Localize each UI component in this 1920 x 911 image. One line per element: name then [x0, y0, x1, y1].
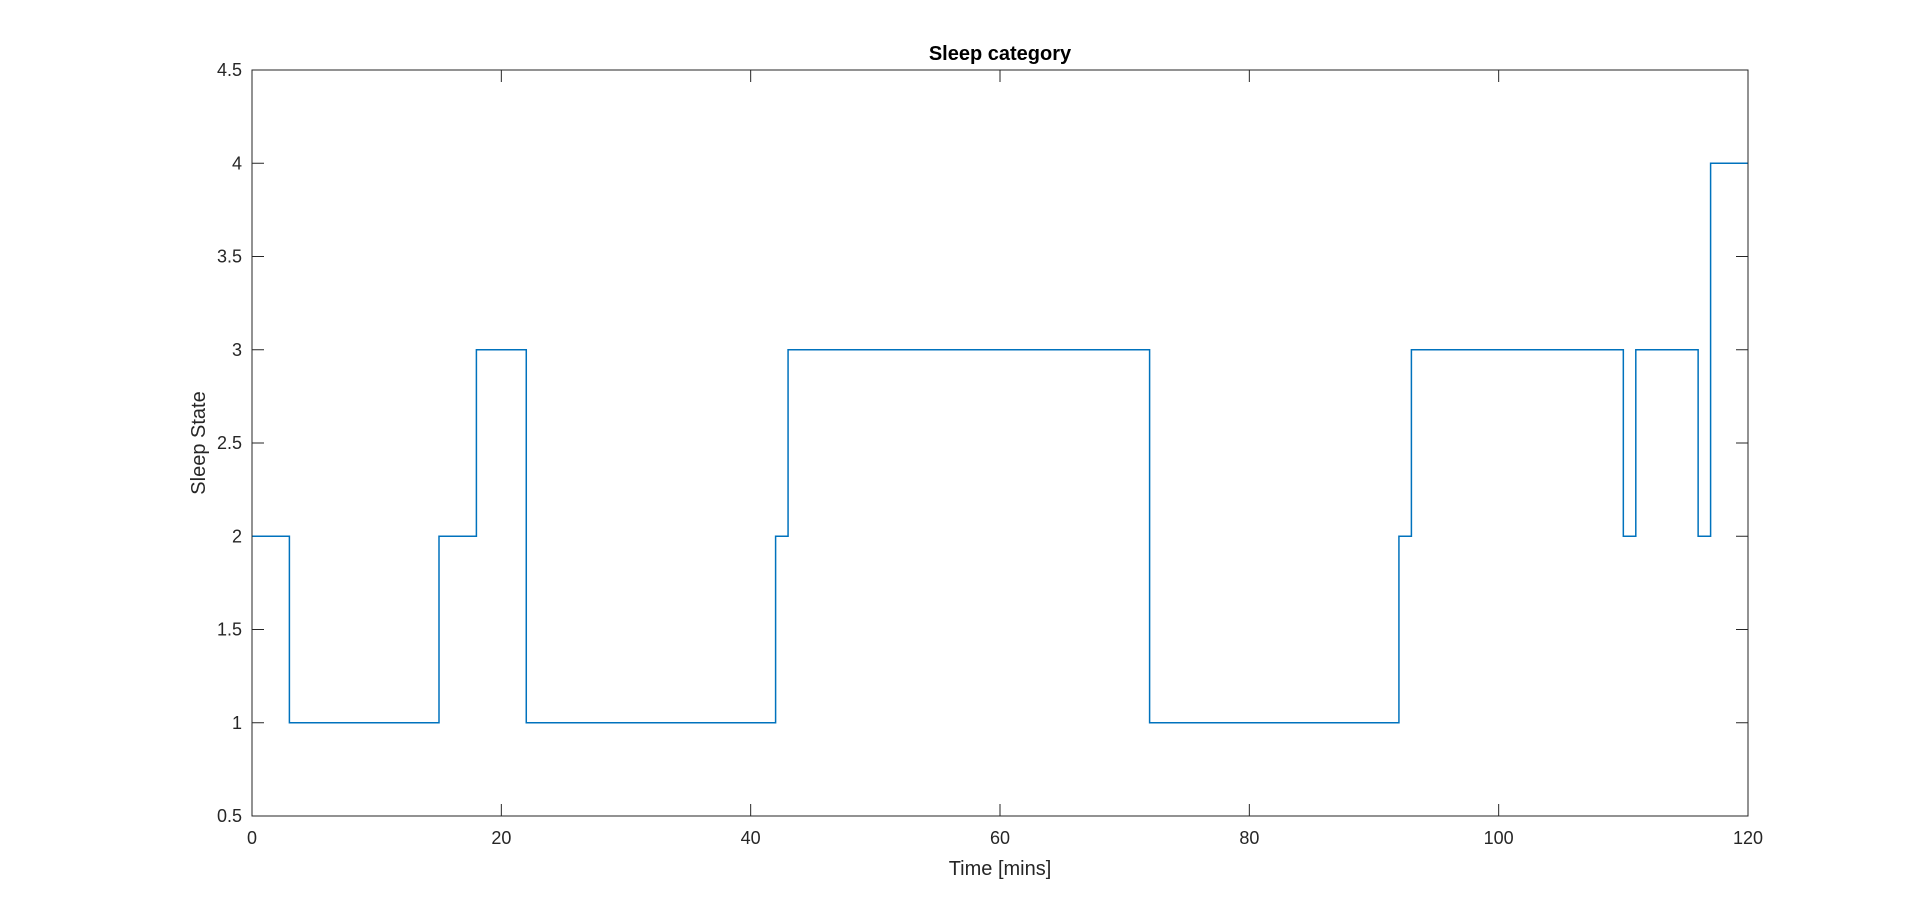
chart-title: Sleep category [929, 43, 1072, 65]
plot-area [252, 70, 1748, 816]
y-tick-label: 1 [232, 713, 242, 733]
y-tick-label: 3 [232, 340, 242, 360]
sleep-state-line [252, 162, 1748, 724]
y-tick-label: 3.5 [217, 247, 242, 267]
y-tick-label: 1.5 [217, 620, 242, 640]
x-tick-label: 100 [1484, 828, 1514, 848]
plot-frame [251, 69, 1749, 817]
y-tick-label: 4.5 [217, 60, 242, 80]
y-tick-label: 2.5 [217, 433, 242, 453]
y-tick-labels: 0.5 1 1.5 2 2.5 3 3.5 4 4.5 [217, 60, 242, 826]
y-tick-label: 0.5 [217, 806, 242, 826]
x-tick-labels: 0 20 40 60 80 100 120 [247, 828, 1763, 848]
series-layer [252, 162, 1748, 724]
x-tick-label: 120 [1733, 828, 1763, 848]
x-tick-label: 0 [247, 828, 257, 848]
x-tick-label: 60 [990, 828, 1010, 848]
x-tick-label: 80 [1239, 828, 1259, 848]
y-tick-label: 2 [232, 526, 242, 546]
x-tick-label: 40 [741, 828, 761, 848]
x-tick-label: 20 [491, 828, 511, 848]
y-tick-label: 4 [232, 153, 242, 173]
y-axis-label: Sleep State [188, 391, 210, 494]
x-axis-label: Time [mins] [949, 858, 1052, 880]
